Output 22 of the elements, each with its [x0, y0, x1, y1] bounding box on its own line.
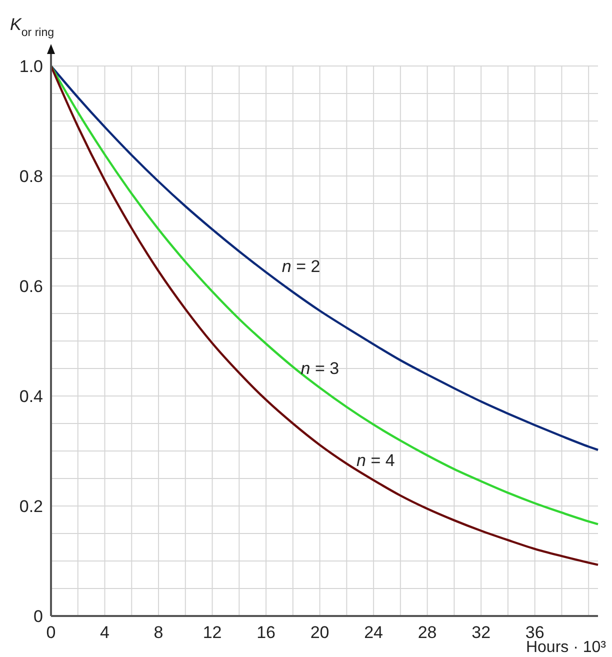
y-tick-label: 0.6 — [19, 277, 43, 296]
x-axis-title: Hours · 10³ — [526, 639, 607, 656]
series-label: n = 3 — [300, 358, 340, 378]
y-tick-label: 0.8 — [19, 167, 43, 186]
y-tick-label: 0 — [34, 607, 43, 626]
series-label: n = 2 — [282, 257, 320, 276]
y-tick-label: 0.4 — [19, 387, 43, 406]
y-tick-label: 1.0 — [19, 57, 43, 76]
x-tick-label: 20 — [310, 623, 330, 642]
x-tick-label: 36 — [525, 623, 544, 642]
x-tick-label: 16 — [256, 623, 276, 642]
x-tick-label: 24 — [364, 623, 384, 642]
y-tick-label: 0.2 — [19, 497, 43, 516]
x-tick-label: 4 — [100, 623, 110, 642]
x-tick-label: 8 — [154, 623, 164, 642]
x-tick-label: 0 — [46, 623, 56, 642]
x-tick-label: 28 — [418, 623, 437, 642]
series-label: n = 4 — [356, 451, 395, 470]
line-series — [50, 64, 600, 451]
y-axis-title: K$_{or ring}$ — [10, 15, 54, 39]
x-tick-label: 32 — [472, 623, 491, 642]
x-tick-label: 12 — [202, 623, 222, 642]
